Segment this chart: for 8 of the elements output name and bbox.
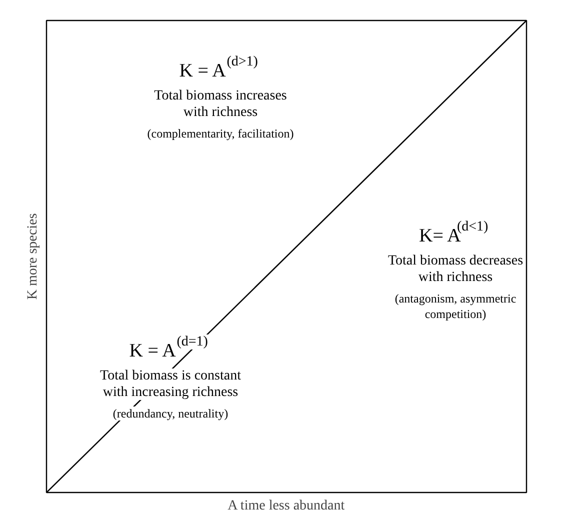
annotation: (complementarity, facilitation) <box>147 126 294 140</box>
y-axis-title: K more species <box>26 213 40 300</box>
annotation: (antagonism, asymmetric competition) <box>394 292 516 321</box>
annotation: Total biomass increases with richness <box>154 88 287 120</box>
annotation: (redundancy, neutrality) <box>112 406 228 420</box>
x-axis-title: A time less abundant <box>228 498 345 514</box>
annotation: Total biomass is constant with increasing richness <box>100 368 242 400</box>
annotation: Total biomass decreases with richness <box>388 254 524 285</box>
